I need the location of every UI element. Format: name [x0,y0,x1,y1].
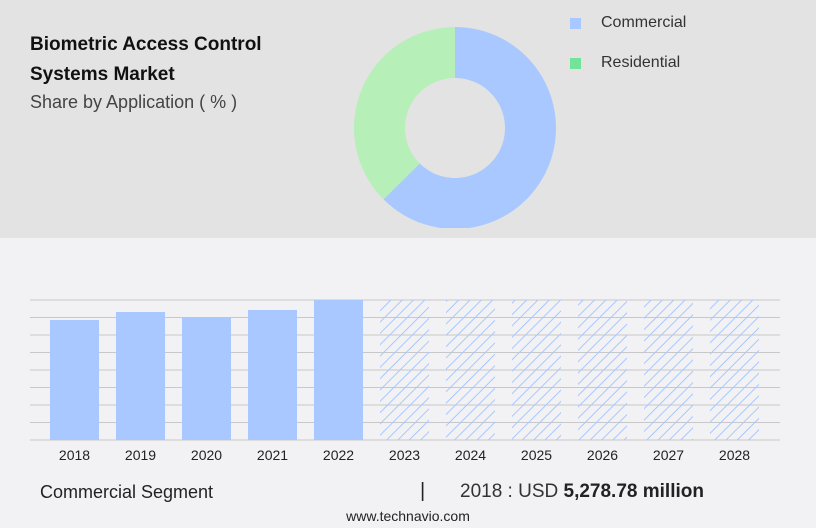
footer-amount: 5,278.78 million [563,481,704,502]
donut-slice-residential [353,27,455,200]
x-tick-label: 2026 [587,447,618,463]
x-tick-label: 2018 [59,447,90,463]
footer-value: 2018 : USD 5,278.78 million [460,481,704,503]
chart-subtitle: Share by Application ( % ) [30,92,238,112]
bar-2019 [116,312,165,440]
x-tick-label: 2019 [125,447,156,463]
chart-title: Biometric Access Control Systems Market [30,34,262,85]
bar-2022 [314,300,363,440]
bar-2021 [248,310,297,440]
x-tick-label: 2023 [389,447,420,463]
x-tick-label: 2027 [653,447,684,463]
legend-label: Commercial [601,14,687,31]
bar-2026 [578,300,627,440]
x-tick-label: 2020 [191,447,222,463]
x-tick-label: 2025 [521,447,552,463]
legend-residential: Residential [570,54,680,72]
donut-slice-commercial [383,27,556,228]
bar-2025 [512,300,561,440]
legend-label: Residential [601,54,681,71]
x-tick-label: 2028 [719,447,750,463]
legend-commercial: Commercial [570,14,686,32]
legend-swatch-commercial [570,17,581,29]
footer-separator: | [420,480,426,502]
footer-segment: Commercial Segment [40,482,214,502]
x-tick-label: 2024 [455,447,486,463]
bar-2018 [50,320,99,440]
bar-2024 [446,300,495,440]
site-url: www.technavio.com [346,508,470,524]
bar-2023 [380,300,429,440]
x-tick-label: 2022 [323,447,354,463]
bar-2020 [182,317,231,440]
bar-2027 [644,300,693,440]
bar-2028 [710,300,759,440]
legend-swatch-residential [570,57,581,69]
x-tick-label: 2021 [257,447,288,463]
footer-year-label: 2018 : USD [460,481,559,502]
